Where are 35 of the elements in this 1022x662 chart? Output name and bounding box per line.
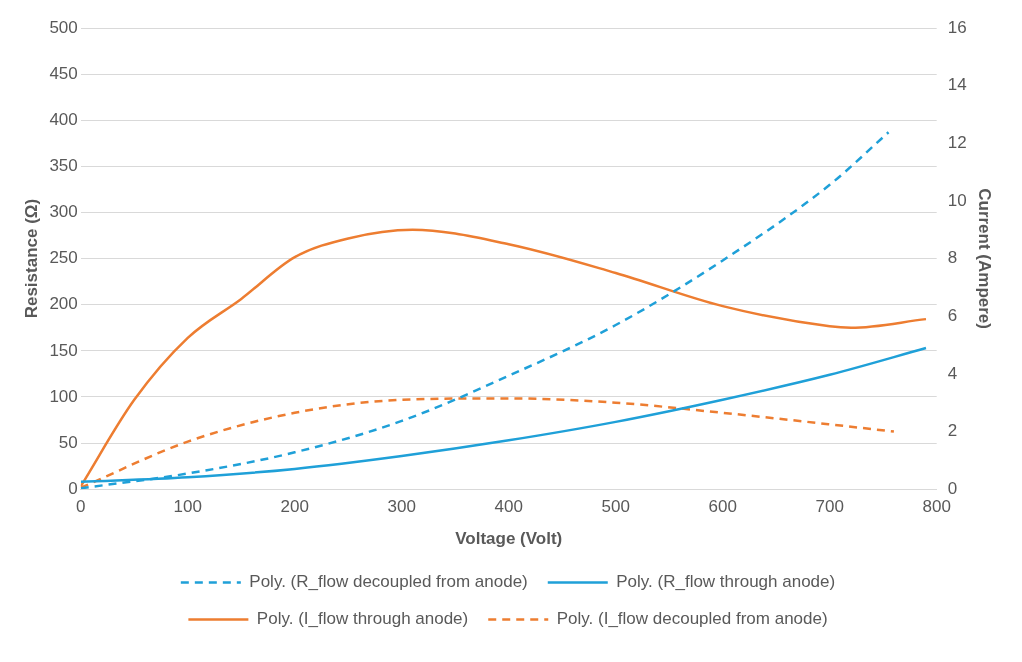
legend-label: Poly. (I_flow decoupled from anode): [556, 609, 828, 629]
y-tick-label: 350: [49, 156, 78, 176]
y-axis-title: Resistance (Ω): [21, 198, 41, 319]
x-tick-label: 400: [494, 497, 523, 517]
y-tick-label: 250: [49, 248, 78, 268]
x-tick-label: 700: [815, 497, 844, 517]
y-tick-label: 400: [49, 109, 78, 129]
y2-axis-title: Current (Ampere): [975, 188, 995, 329]
x-axis-title: Voltage (Volt): [455, 529, 563, 549]
y2-tick-label: 8: [947, 248, 958, 268]
x-tick-label: 800: [922, 497, 951, 517]
y-tick-label: 150: [49, 340, 78, 360]
x-tick-label: 600: [708, 497, 737, 517]
y2-tick-label: 14: [947, 75, 967, 95]
x-tick-label: 300: [387, 497, 416, 517]
y2-tick-label: 6: [947, 305, 958, 325]
y-tick-label: 450: [49, 63, 78, 83]
y2-tick-label: 4: [947, 363, 958, 383]
y-tick-label: 300: [49, 202, 78, 222]
legend-label: Poly. (R_flow decoupled from anode): [249, 572, 528, 592]
y-tick-label: 500: [49, 17, 78, 37]
y2-tick-label: 2: [947, 421, 958, 441]
y2-tick-label: 16: [947, 17, 967, 37]
y-tick-label: 50: [58, 432, 78, 452]
y2-tick-label: 0: [947, 478, 958, 498]
y-tick-label: 0: [68, 478, 78, 498]
x-tick-label: 500: [601, 497, 630, 517]
y-tick-label: 100: [49, 386, 78, 406]
x-tick-label: 100: [173, 497, 202, 517]
legend-label: Poly. (R_flow through anode): [616, 572, 836, 592]
y2-tick-label: 12: [947, 132, 967, 152]
y2-tick-label: 10: [947, 190, 967, 210]
x-tick-label: 200: [280, 497, 309, 517]
legend-label: Poly. (I_flow through anode): [256, 609, 469, 629]
y-tick-label: 200: [49, 294, 78, 314]
